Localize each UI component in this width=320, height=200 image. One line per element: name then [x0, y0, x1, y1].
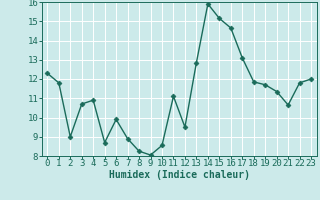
X-axis label: Humidex (Indice chaleur): Humidex (Indice chaleur) [109, 170, 250, 180]
